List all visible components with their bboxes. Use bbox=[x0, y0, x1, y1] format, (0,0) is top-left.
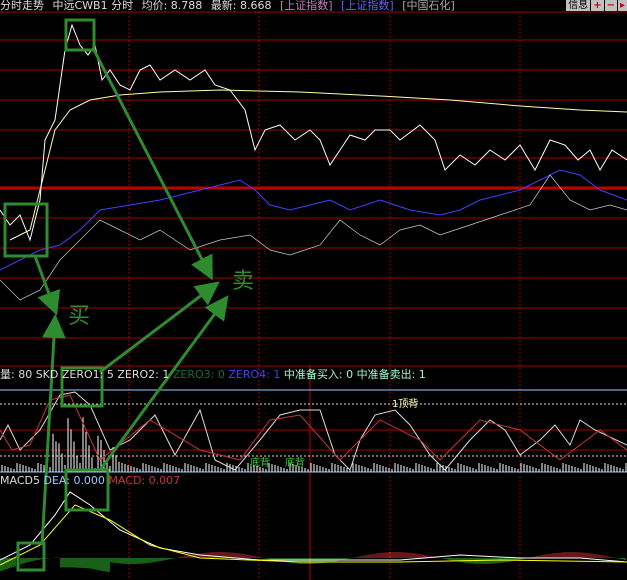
index-link-2[interactable]: [上证指数] bbox=[341, 0, 394, 12]
chart-header: 分时走势 中远CWB1 分时 均价: 8.788 最新: 8.668 [上证指数… bbox=[0, 0, 627, 11]
zoom-in-button[interactable]: + bbox=[591, 0, 604, 11]
index-line bbox=[0, 169, 627, 271]
skd-line-2 bbox=[0, 394, 627, 461]
zero3-value: ZERO3: 0 bbox=[172, 368, 225, 381]
vol-value: 量: 80 bbox=[0, 368, 33, 381]
stock-name: 中远CWB1 分时 bbox=[52, 0, 134, 12]
macd-legend: MACD5 DEA: 0.000 MACD: 0.007 bbox=[0, 475, 180, 487]
grid bbox=[0, 11, 627, 580]
bottom-divergence-label-2: 底背 bbox=[285, 458, 305, 469]
index-line-2 bbox=[0, 174, 627, 301]
zero4-value: ZERO4: 1 bbox=[228, 368, 281, 381]
next-button[interactable]: ▸ bbox=[617, 0, 627, 11]
zoom-out-button[interactable]: − bbox=[604, 0, 617, 11]
sell-annotation: 卖 bbox=[232, 269, 255, 294]
dea-value: DEA: 0.000 bbox=[43, 474, 105, 487]
dea-line bbox=[0, 504, 627, 566]
zero1-value: ZERO1: 5 bbox=[61, 368, 114, 381]
buy-signal-value: 中准备买入: 0 bbox=[283, 368, 354, 381]
macd-line bbox=[0, 491, 627, 563]
avg-price: 均价: 8.788 bbox=[141, 0, 203, 12]
last-price: 最新: 8.668 bbox=[210, 0, 272, 12]
sell-signal-value: 中准备卖出: 1 bbox=[356, 368, 426, 381]
zero2-value: ZERO2: 1 bbox=[117, 368, 170, 381]
price-line bbox=[0, 23, 627, 242]
buy-annotation: 买 bbox=[68, 304, 91, 329]
bottom-divergence-label-1: 底背 bbox=[250, 458, 270, 469]
avg-price-line bbox=[9, 89, 627, 241]
index-link-1[interactable]: [上证指数] bbox=[280, 0, 333, 12]
macd-name: MACD5 bbox=[0, 474, 40, 487]
annotation-arrows bbox=[33, 49, 229, 546]
view-title: 分时走势 bbox=[0, 0, 44, 12]
skd-line bbox=[0, 391, 627, 471]
top-divergence-label: 1顶背 bbox=[392, 399, 419, 410]
index-link-3[interactable]: [中国石化] bbox=[402, 0, 455, 12]
indicator-legend: 量: 80 SKD ZERO1: 5 ZERO2: 1 ZERO3: 0 ZER… bbox=[0, 369, 426, 381]
skd-label: SKD bbox=[35, 368, 59, 381]
volume-bars bbox=[1, 417, 627, 472]
annotation-boxes bbox=[3, 18, 110, 572]
macd-value: MACD: 0.007 bbox=[108, 474, 181, 487]
toolbar: 信息 + − ▸ bbox=[566, 0, 627, 11]
info-button[interactable]: 信息 bbox=[566, 0, 591, 11]
